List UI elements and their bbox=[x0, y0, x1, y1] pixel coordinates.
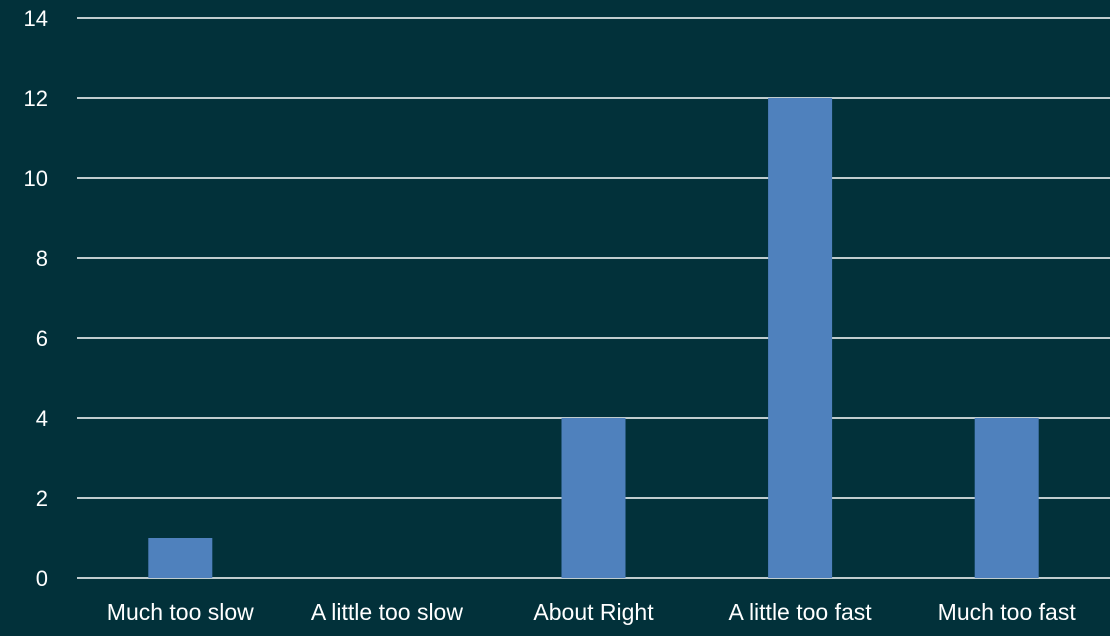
x-category-label: A little too fast bbox=[728, 599, 872, 625]
y-tick-label: 2 bbox=[36, 486, 48, 511]
y-tick-label: 0 bbox=[36, 566, 48, 591]
x-category-label: Much too fast bbox=[938, 599, 1077, 625]
y-tick-label: 14 bbox=[24, 6, 48, 31]
bar bbox=[148, 538, 213, 578]
x-axis-labels: Much too slow A little too slow About Righ… bbox=[107, 599, 1077, 625]
y-tick-label: 6 bbox=[36, 326, 48, 351]
y-tick-label: 8 bbox=[36, 246, 48, 271]
bar bbox=[974, 418, 1039, 578]
x-category-label: Much too slow bbox=[107, 599, 254, 625]
x-category-label: About Right bbox=[533, 599, 654, 625]
y-tick-label: 12 bbox=[24, 86, 48, 111]
x-category-label: A little too slow bbox=[311, 599, 464, 625]
y-tick-label: 10 bbox=[24, 166, 48, 191]
bar bbox=[768, 98, 833, 578]
y-axis-ticks: 0 2 4 6 8 10 12 14 bbox=[24, 6, 48, 591]
y-tick-label: 4 bbox=[36, 406, 48, 431]
bars bbox=[148, 98, 1039, 578]
bar bbox=[561, 418, 626, 578]
